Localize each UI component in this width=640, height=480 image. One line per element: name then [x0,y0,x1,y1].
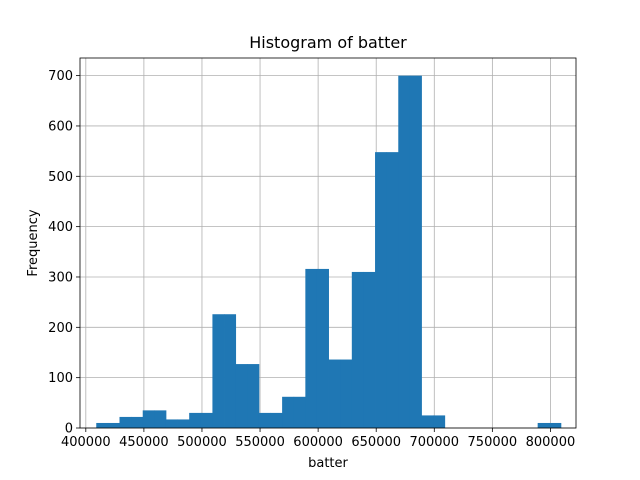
histogram-bar [200,412,213,428]
histogram-bar [212,314,225,428]
y-tick-label: 300 [48,270,73,285]
histogram-bar [154,410,167,428]
histogram-bar [107,422,120,428]
histogram-bar [224,314,237,428]
histogram-bar [142,410,155,428]
histogram-bar [293,396,306,428]
histogram-bar [282,396,295,428]
histogram-bar [549,422,562,428]
chart-title: Histogram of batter [249,33,407,52]
histogram-bar [235,364,248,428]
x-axis-label: batter [308,456,348,471]
y-axis-label: Frequency [26,209,41,276]
histogram-bar [177,419,190,428]
x-tick-label: 500000 [177,435,227,450]
x-tick-label: 700000 [409,435,459,450]
histogram-bar [96,422,109,428]
y-tick-label: 400 [48,220,73,235]
bars [96,75,562,428]
histogram-bar [421,415,434,428]
x-tick-label: 550000 [235,435,285,450]
y-tick-label: 600 [48,119,73,134]
histogram-bar [340,359,353,428]
histogram-bar [316,268,329,428]
x-tick-label: 750000 [468,435,518,450]
x-tick-label: 800000 [526,435,576,450]
histogram-bar [398,75,411,428]
histogram-bar [537,422,550,428]
y-tick-label: 200 [48,321,73,336]
histogram-bar [375,152,388,428]
y-tick-label: 100 [48,371,73,386]
histogram-bar [433,415,446,428]
histogram-bar [305,268,318,428]
histogram-bar [409,75,422,428]
histogram-bar [131,416,144,428]
histogram-bar [386,152,399,428]
ticks: 400000 450000 500000 550000 600000 650000 7000… [48,69,575,450]
x-tick-label: 400000 [61,435,111,450]
x-tick-label: 450000 [119,435,169,450]
y-tick-label: 500 [48,170,73,185]
plot-frame [79,57,577,429]
histogram-bar [270,412,283,428]
histogram-bar [165,419,178,428]
histogram-bar [189,412,202,428]
histogram-bar [247,364,260,428]
histogram-bar [258,412,271,428]
y-tick-label: 700 [48,69,73,84]
histogram-bar [328,359,341,428]
y-tick-label: 0 [65,422,73,437]
histogram-bar [119,416,132,428]
x-tick-label: 650000 [351,435,401,450]
histogram-bar [363,271,376,428]
x-tick-label: 600000 [293,435,343,450]
histogram-bar [351,271,364,428]
